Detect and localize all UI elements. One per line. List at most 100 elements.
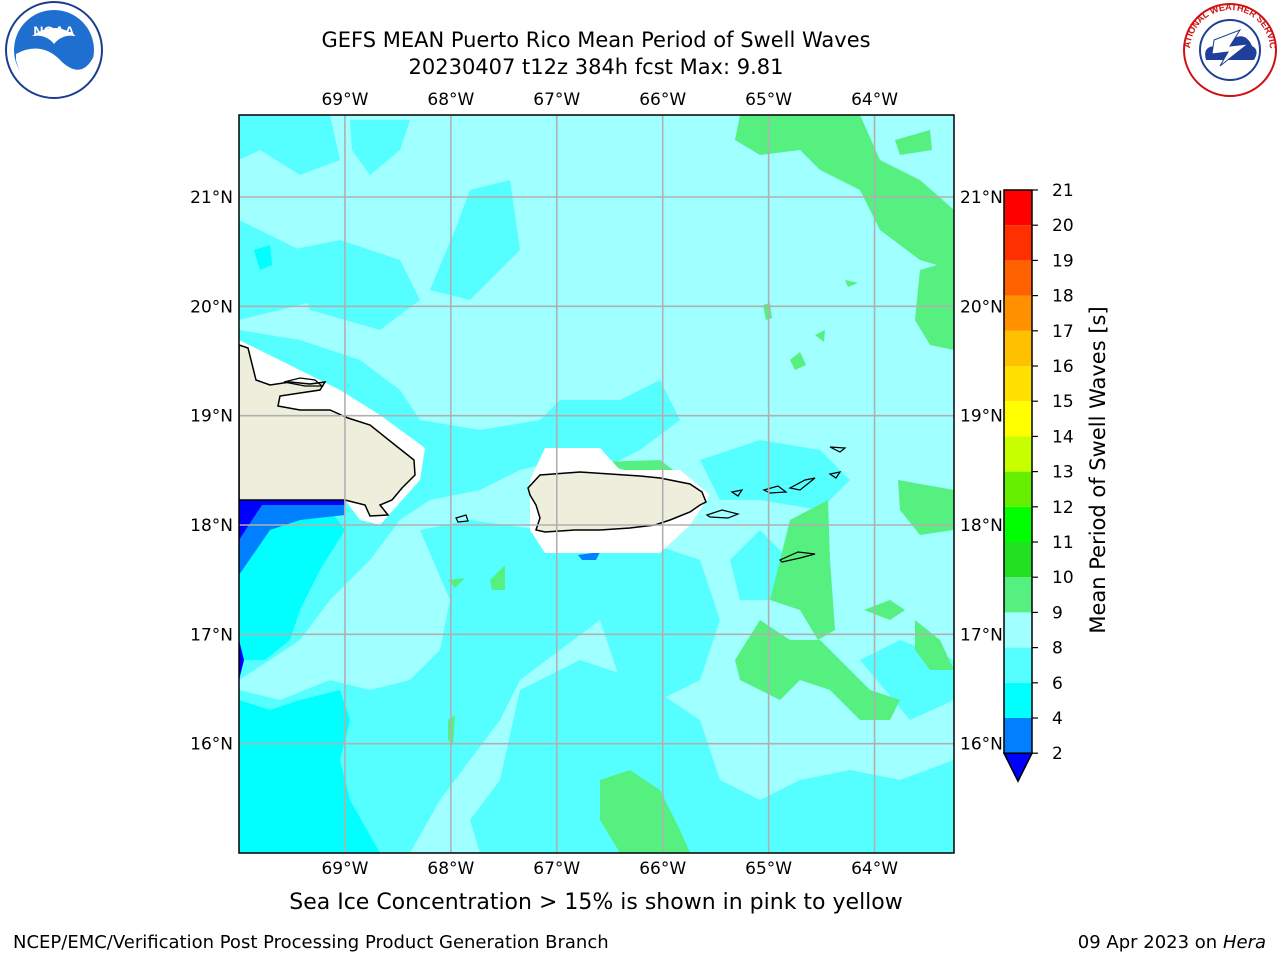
- region-swell-lt-2: [239, 640, 244, 680]
- region-swell-6-8: [290, 240, 420, 330]
- colorbar-swatch: [1004, 366, 1032, 402]
- y-tick-label-right: 20°N: [960, 297, 1003, 317]
- x-tick-label-bottom: 64°W: [851, 859, 898, 879]
- colorbar: 2 4 6 8 9 10 11 12 13 14 15 16 17 18 19 20 21 Mean Period…: [1002, 181, 1110, 783]
- region-swell-9-10: [864, 600, 905, 620]
- colorbar-swatch: [1004, 401, 1032, 437]
- colorbar-swatch: [1004, 718, 1032, 754]
- colorbar-tick-label: 19: [1052, 251, 1074, 271]
- colorbar-tick-label: 9: [1052, 603, 1063, 623]
- y-tick-label-right: 17°N: [960, 625, 1003, 645]
- region-swell-6-8: [470, 660, 954, 853]
- colorbar-swatch: [1004, 436, 1032, 472]
- island-outline: [455, 514, 469, 523]
- x-tick-label-bottom: 69°W: [321, 859, 368, 879]
- colorbar-tick-label: 20: [1052, 216, 1074, 236]
- x-tick-label-bottom: 67°W: [533, 859, 580, 879]
- x-tick-label-bottom: 68°W: [427, 859, 474, 879]
- region-swell-6-8: [239, 220, 320, 320]
- colorbar-tick-label: 15: [1052, 392, 1074, 412]
- region-swell-4-6: [239, 505, 345, 660]
- island-outline: [283, 377, 324, 387]
- footer-host: Hera: [1222, 932, 1266, 953]
- axis-ticks: 69°W 69°W 68°W 68°W 67°W 67°W 66°W 66°W 65°W 65°W…: [190, 90, 1003, 879]
- chart-title: GEFS MEAN Puerto Rico Mean Period of Swe…: [321, 28, 871, 52]
- region-swell-9-10: [770, 500, 835, 640]
- footer-credit: NCEP/EMC/Verification Post Processing Pr…: [13, 932, 609, 953]
- y-tick-label-left: 16°N: [190, 735, 233, 755]
- region-swell-9-10: [448, 578, 465, 588]
- island-outline: [828, 471, 842, 479]
- colorbar-swatch: [1004, 260, 1032, 296]
- colorbar-tick-label: 12: [1052, 498, 1074, 518]
- y-tick-label-right: 18°N: [960, 516, 1003, 536]
- region-swell-9-10: [898, 480, 954, 535]
- region-swell-9-10: [915, 620, 954, 670]
- colorbar-swatch: [1004, 330, 1032, 366]
- region-swell-9-10: [915, 260, 954, 350]
- region-swell-4-6: [254, 245, 272, 270]
- y-tick-label-right: 19°N: [960, 407, 1003, 427]
- map-area: [239, 115, 954, 853]
- colorbar-extend-arrow: [1002, 752, 1034, 783]
- colorbar-swatch: [1004, 225, 1032, 261]
- region-swell-2-4: [578, 552, 600, 560]
- colorbar-swatch: [1004, 682, 1032, 718]
- x-tick-label-top: 67°W: [533, 90, 580, 110]
- colorbar-swatch: [1004, 471, 1032, 507]
- island-outline: [829, 446, 847, 453]
- colorbar-tick-label: 4: [1052, 709, 1063, 729]
- region-swell-6-8: [350, 120, 410, 175]
- region-swell-9-10: [490, 565, 505, 590]
- region-swell-9-10: [815, 330, 825, 342]
- y-tick-label-left: 18°N: [190, 516, 233, 536]
- colorbar-tick-label: 18: [1052, 287, 1074, 307]
- chart-subtitle: 20230407 t12z 384h fcst Max: 9.81: [408, 55, 784, 79]
- y-tick-label-left: 21°N: [190, 188, 233, 208]
- region-swell-9-10: [845, 280, 858, 287]
- colorbar-tick-label: 16: [1052, 357, 1074, 377]
- island-outline: [705, 509, 740, 519]
- island-outline: [730, 489, 744, 497]
- colorbar-tick-label: 8: [1052, 639, 1063, 659]
- region-swell-9-10: [735, 115, 954, 270]
- region-swell-6-8: [239, 115, 340, 175]
- colorbar-swatch: [1004, 506, 1032, 542]
- y-tick-label-left: 17°N: [190, 625, 233, 645]
- region-swell-6-8: [560, 540, 720, 700]
- footer-date: 09 Apr 2023 on Hera: [1078, 932, 1266, 953]
- region-swell-6-8: [700, 440, 850, 510]
- sea-ice-note: Sea Ice Concentration > 15% is shown in …: [289, 890, 903, 915]
- island-outline: [778, 551, 816, 563]
- svg-text:NOAA: NOAA: [33, 23, 74, 39]
- colorbar-tick-label: 2: [1052, 744, 1063, 764]
- region-swell-9-10: [895, 130, 932, 155]
- colorbar-swatch: [1004, 577, 1032, 613]
- colorbar-tick-label: 6: [1052, 674, 1063, 694]
- x-tick-label-top: 64°W: [851, 90, 898, 110]
- footer-date-text: 09 Apr 2023 on: [1077, 932, 1223, 953]
- hispaniola-land: [239, 344, 416, 517]
- island-outline: [788, 477, 816, 491]
- x-tick-label-top: 66°W: [639, 90, 686, 110]
- puerto-rico-land: [527, 471, 707, 533]
- colorbar-tick-label: 17: [1052, 322, 1074, 342]
- y-tick-label-right: 21°N: [960, 188, 1003, 208]
- region-swell-9-10: [600, 770, 690, 853]
- colorbar-swatch: [1004, 647, 1032, 683]
- colorbar-tick-label: 13: [1052, 463, 1074, 483]
- region-swell-2-4: [239, 500, 345, 575]
- x-tick-label-bottom: 65°W: [745, 859, 792, 879]
- region-swell-9-10: [763, 303, 772, 320]
- x-tick-label-top: 69°W: [321, 90, 368, 110]
- colorbar-label: Mean Period of Swell Waves [s]: [1086, 306, 1110, 633]
- map-frame: [238, 114, 955, 854]
- colorbar-tick-label: 21: [1052, 181, 1074, 201]
- colorbar-swatch: [1004, 190, 1032, 226]
- colorbar-swatch: [1004, 612, 1032, 648]
- y-tick-label-left: 19°N: [190, 407, 233, 427]
- y-tick-label-right: 16°N: [960, 735, 1003, 755]
- map-grid: [239, 115, 954, 853]
- region-swell-9-10: [790, 352, 806, 370]
